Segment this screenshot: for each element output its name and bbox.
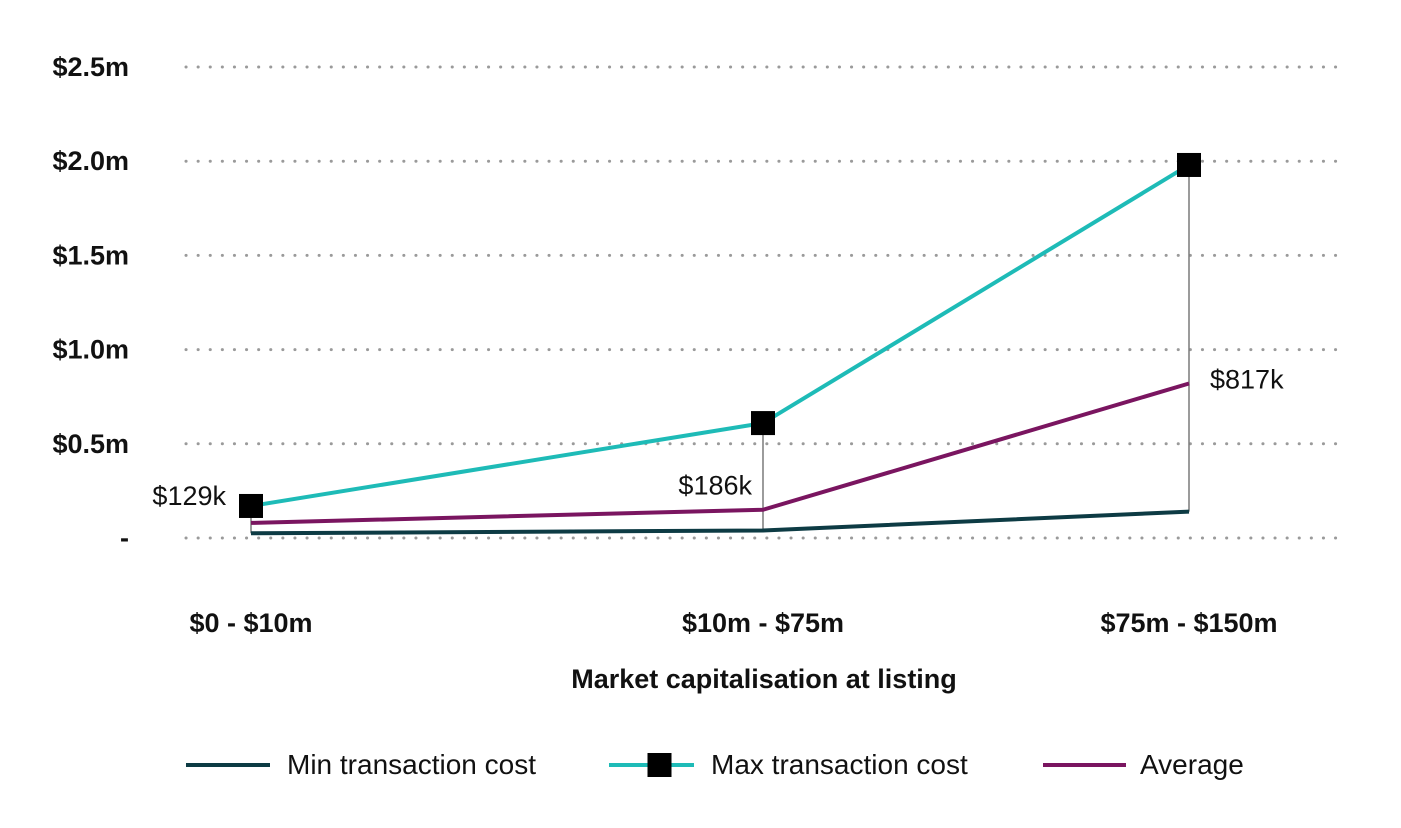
y-tick-label: $2.5m bbox=[52, 52, 129, 82]
data-label: $817k bbox=[1210, 365, 1284, 395]
legend-label: Average bbox=[1140, 749, 1244, 780]
gridlines bbox=[184, 65, 1347, 540]
x-axis-title: Market capitalisation at listing bbox=[571, 664, 957, 694]
max-cost-marker bbox=[1177, 152, 1201, 177]
data-label: $129k bbox=[152, 481, 226, 511]
legend-marker bbox=[647, 753, 672, 777]
legend-label: Max transaction cost bbox=[711, 749, 968, 780]
x-tick-label: $0 - $10m bbox=[189, 608, 312, 638]
y-tick-label: $1.0m bbox=[52, 335, 129, 365]
y-tick-label: - bbox=[120, 523, 129, 553]
series-line-max-transaction-cost bbox=[250, 163, 1191, 508]
y-tick-label: $0.5m bbox=[52, 429, 129, 459]
series-markers bbox=[239, 152, 1201, 518]
data-label: $186k bbox=[678, 471, 752, 501]
max-cost-marker bbox=[239, 493, 263, 518]
x-tick-label: $75m - $150m bbox=[1100, 608, 1277, 638]
x-axis: $0 - $10m $10m - $75m $75m - $150m bbox=[189, 608, 1277, 638]
legend-label: Min transaction cost bbox=[287, 749, 536, 780]
max-cost-marker bbox=[751, 411, 775, 436]
series-line-min-transaction-cost bbox=[250, 509, 1190, 536]
y-axis: - $0.5m $1.0m $1.5m $2.0m $2.5m bbox=[52, 52, 129, 553]
legend-item: Average bbox=[1043, 749, 1244, 780]
legend-item: Max transaction cost bbox=[609, 749, 968, 780]
y-tick-label: $2.0m bbox=[52, 146, 129, 176]
y-tick-label: $1.5m bbox=[52, 240, 129, 270]
data-labels: $129k $186k $817k bbox=[152, 365, 1284, 511]
legend-item: Min transaction cost bbox=[186, 749, 536, 780]
x-tick-label: $10m - $75m bbox=[682, 608, 844, 638]
legend: Min transaction cost Max transaction cost… bbox=[186, 749, 1244, 780]
series-line-average bbox=[250, 381, 1190, 525]
